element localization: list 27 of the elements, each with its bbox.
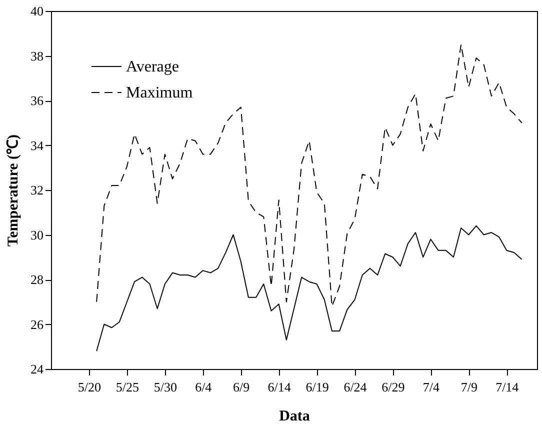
x-tick-label: 6/4 (195, 380, 212, 394)
x-tick-label: 7/9 (460, 380, 478, 394)
x-tick-label: 6/19 (306, 380, 329, 394)
line-series (96, 44, 522, 307)
legend-label: Average (126, 58, 179, 76)
legend-label: Maximum (126, 84, 194, 102)
x-axis-title: Data (279, 408, 310, 424)
y-tick-label: 36 (30, 93, 44, 108)
x-tick-label: 6/24 (344, 380, 368, 394)
x-tick-label: 5/25 (116, 380, 139, 394)
y-tick-label: 28 (30, 272, 44, 287)
y-tick-label: 34 (30, 138, 44, 153)
x-tick-label: 7/4 (422, 380, 440, 394)
y-tick-label: 38 (30, 48, 44, 64)
y-tick-label: 32 (30, 182, 44, 198)
y-tick-label: 30 (30, 227, 44, 242)
y-axis-title: Temperature (℃) (6, 134, 22, 247)
x-tick-label: 5/30 (154, 380, 177, 394)
x-tick-label: 7/14 (496, 380, 520, 394)
line-series (96, 225, 522, 352)
x-tick-label: 5/20 (78, 380, 102, 394)
x-tick-label: 6/14 (268, 380, 292, 394)
y-tick-label: 24 (30, 362, 44, 376)
x-tick-label: 6/9 (233, 380, 250, 394)
y-tick-label: 40 (30, 4, 44, 18)
x-tick-label: 6/29 (382, 380, 405, 394)
y-tick-label: 26 (30, 316, 44, 332)
